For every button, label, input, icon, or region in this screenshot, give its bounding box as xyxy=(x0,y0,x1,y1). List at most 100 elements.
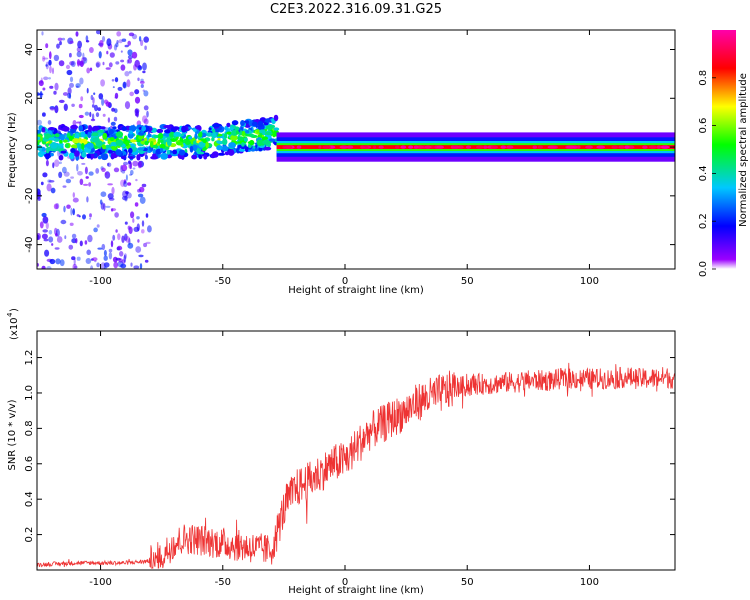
heatmap-cell xyxy=(136,223,140,232)
x-tick-label: -100 xyxy=(89,276,112,287)
snr-panel: -100 -50 0 50 100 0.2 0.4 0.6 0.8 1.0 1.2 Height … xyxy=(6,308,676,596)
heatmap-cell xyxy=(86,87,89,94)
heatmap-cell xyxy=(110,121,116,126)
heatmap-cell xyxy=(70,148,76,153)
heatmap-cell xyxy=(265,131,273,136)
heatmap-cell xyxy=(230,134,238,141)
heatmap-cell xyxy=(87,234,93,243)
heatmap-cell xyxy=(135,178,138,182)
spectrogram-x-ticks: -100 -50 0 50 100 xyxy=(89,30,599,287)
y-tick-label: -40 xyxy=(24,236,35,252)
heatmap-cell xyxy=(42,112,46,117)
heatmap-cell xyxy=(110,141,118,148)
heatmap-cell xyxy=(69,40,74,44)
heatmap-cell xyxy=(269,138,276,142)
heatmap-cell xyxy=(118,258,123,263)
heatmap-cell xyxy=(624,145,630,149)
heatmap-cell xyxy=(46,183,52,192)
heatmap-cell xyxy=(113,116,118,122)
spectrogram-x-label: Height of straight line (km) xyxy=(288,285,424,296)
heatmap-cell xyxy=(192,144,198,151)
colorbar-tick-label: 0.2 xyxy=(698,213,709,229)
heatmap-cell xyxy=(128,156,134,160)
heatmap-cell xyxy=(79,60,84,67)
heatmap-cell xyxy=(117,233,121,241)
heatmap-cell xyxy=(262,139,271,145)
heatmap-cell xyxy=(133,265,140,269)
heatmap-cell xyxy=(135,246,142,253)
heatmap-cell xyxy=(121,169,126,174)
heatmap-cell xyxy=(228,149,235,156)
heatmap-cell xyxy=(408,145,414,149)
heatmap-cell xyxy=(42,229,48,233)
snr-y-scale-text: (x10 xyxy=(9,317,20,340)
heatmap-cell xyxy=(226,122,231,128)
heatmap-cell xyxy=(41,212,47,218)
heatmap-cell xyxy=(224,125,229,131)
heatmap-cell xyxy=(243,137,248,142)
heatmap-cell xyxy=(118,39,123,44)
heatmap-cell xyxy=(82,52,85,60)
heatmap-cell xyxy=(137,193,144,198)
heatmap-cell xyxy=(45,222,49,230)
heatmap-cell xyxy=(73,258,76,266)
heatmap-cell xyxy=(37,136,41,141)
heatmap-cell xyxy=(576,145,581,149)
heatmap-cell xyxy=(124,101,131,110)
heatmap-cell xyxy=(138,254,144,258)
heatmap-cell xyxy=(72,138,81,144)
heatmap-cell xyxy=(144,45,147,51)
heatmap-cell xyxy=(97,107,101,111)
snr-frame xyxy=(36,330,676,571)
heatmap-cell xyxy=(72,192,76,198)
heatmap-cell xyxy=(107,117,111,123)
heatmap-cell xyxy=(93,227,98,233)
heatmap-cell xyxy=(55,233,58,237)
heatmap-cell xyxy=(59,41,62,46)
heatmap-cell xyxy=(104,172,108,176)
heatmap-cell xyxy=(60,150,67,154)
heatmap-cell xyxy=(124,233,128,241)
heatmap-cell xyxy=(39,221,44,229)
heatmap-cell xyxy=(81,142,85,150)
heatmap-cell xyxy=(40,151,47,155)
heatmap-cell xyxy=(115,61,120,65)
heatmap-cell xyxy=(57,37,63,41)
heatmap-cell xyxy=(115,149,122,156)
heatmap-cell xyxy=(100,153,108,161)
heatmap-cell xyxy=(235,130,239,135)
heatmap-cell xyxy=(101,167,106,172)
heatmap-cell xyxy=(203,154,208,160)
heatmap-cell xyxy=(158,132,164,139)
heatmap-cell xyxy=(115,132,122,137)
heatmap-cell xyxy=(45,159,49,167)
heatmap-cell xyxy=(71,233,77,239)
x-tick-label: 0 xyxy=(342,276,348,287)
heatmap-cell xyxy=(90,153,95,157)
heatmap-cell xyxy=(223,132,228,139)
heatmap-cell xyxy=(112,86,115,89)
snr-y-label: SNR (10 * v/v) xyxy=(7,399,18,470)
heatmap-cell xyxy=(264,118,271,123)
heatmap-cell xyxy=(121,126,127,132)
heatmap-cell xyxy=(109,137,115,142)
spectrogram-panel: -100 -50 0 50 100 -40 -20 0 20 40 Height of stra… xyxy=(7,29,676,296)
heatmap-cell xyxy=(231,120,239,126)
heatmap-cell xyxy=(103,262,110,268)
heatmap-cell xyxy=(128,226,133,234)
heatmap-cell xyxy=(642,145,648,149)
heatmap-cell xyxy=(128,160,131,164)
heatmap-cell xyxy=(181,125,187,133)
heatmap-cell xyxy=(92,257,98,261)
heatmap-cell xyxy=(657,145,661,149)
heatmap-cell xyxy=(76,121,81,124)
heatmap-cell xyxy=(45,43,49,49)
heatmap-cell xyxy=(105,67,111,70)
heatmap-cell xyxy=(98,155,102,160)
heatmap-cell xyxy=(217,152,226,156)
heatmap-cell xyxy=(76,163,79,172)
y-tick-label: 0.6 xyxy=(24,456,35,472)
y-tick-label: 0.2 xyxy=(24,527,35,543)
heatmap-cell xyxy=(105,205,111,208)
heatmap-cell xyxy=(137,188,142,193)
